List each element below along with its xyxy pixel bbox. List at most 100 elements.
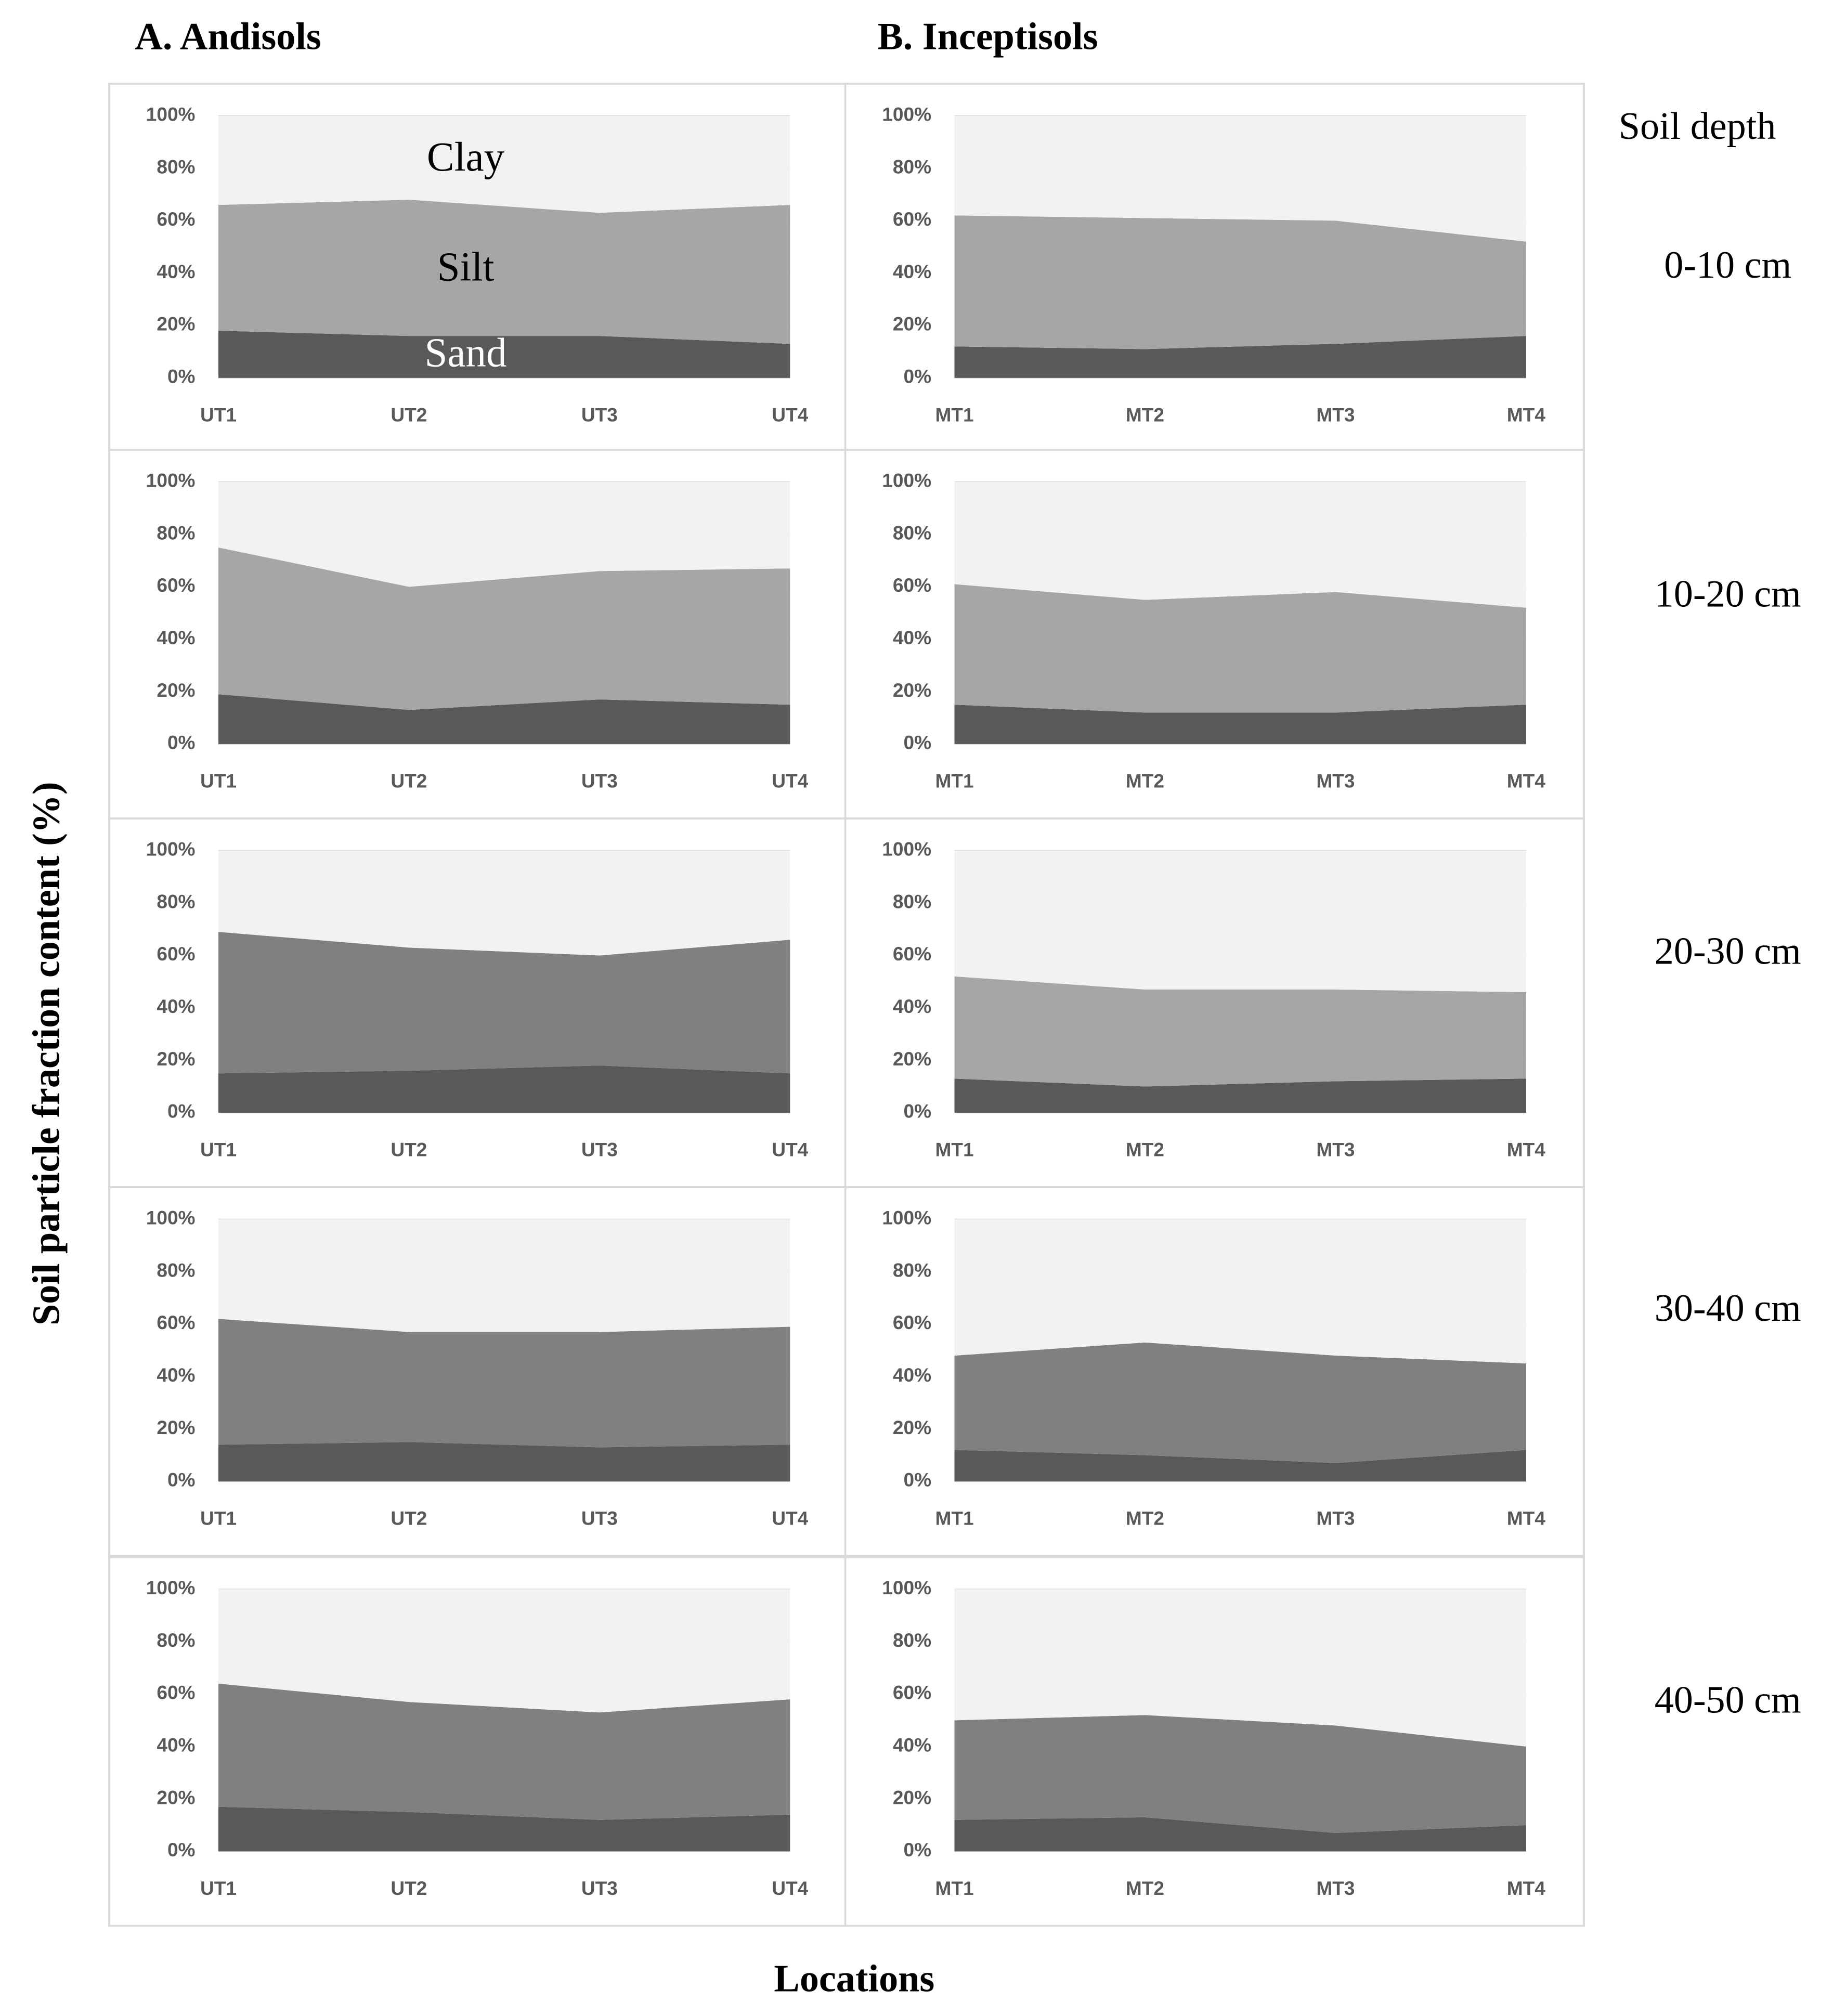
y-tick-label: 40% [893,1734,931,1756]
y-tick-label: 100% [146,838,196,860]
y-tick-label: 20% [157,313,195,335]
area [954,1817,1526,1852]
x-tick-label: UT3 [581,770,618,792]
area [954,115,1526,242]
area [954,1219,1526,1364]
y-tick-label: 100% [146,470,196,491]
y-tick-label: 100% [146,103,196,125]
area [218,200,790,344]
y-tick-label: 20% [157,679,195,701]
x-tick-label: MT1 [935,1877,973,1899]
x-tick-label: MT2 [1126,770,1164,792]
y-tick-label: 0% [167,1469,196,1491]
area [218,482,790,587]
y-tick-label: 60% [893,1682,931,1703]
y-tick-label: 20% [893,679,931,701]
x-tick-label: UT1 [200,1877,237,1899]
y-tick-label: 100% [882,1577,931,1598]
series-label: Clay [427,135,505,180]
depth-label: 40-50 cm [1655,1679,1801,1722]
y-tick-label: 0% [167,1839,196,1861]
y-tick-label: 0% [904,1100,932,1122]
y-tick-label: 20% [893,1416,931,1438]
x-tick-label: MT2 [1126,1139,1164,1161]
area [954,584,1526,713]
y-tick-label: 0% [167,1100,196,1122]
x-tick-label: MT1 [935,1507,973,1529]
x-tick-label: UT1 [200,770,237,792]
x-tick-label: UT4 [772,1877,808,1899]
x-tick-label: MT4 [1507,1507,1545,1529]
depth-label: 30-40 cm [1655,1287,1801,1330]
area [954,336,1526,378]
area [954,1078,1526,1113]
y-tick-label: 0% [904,1839,932,1861]
y-tick-label: 100% [146,1577,196,1598]
y-tick-label: 80% [893,522,931,543]
x-tick-label: UT4 [772,1507,808,1529]
x-tick-label: MT4 [1507,770,1545,792]
y-tick-label: 20% [893,1786,931,1808]
x-tick-label: UT4 [772,770,808,792]
y-tick-label: 100% [882,1207,931,1229]
y-tick-label: 40% [157,1364,195,1386]
x-tick-label: MT2 [1126,1507,1164,1529]
area [218,331,790,378]
y-tick-label: 100% [882,103,931,125]
y-tick-label: 60% [893,574,931,596]
y-tick-label: 80% [893,155,931,177]
x-tick-label: MT1 [935,404,973,426]
area [954,1342,1526,1463]
y-tick-label: 0% [167,366,196,387]
y-tick-label: 40% [893,1364,931,1386]
area [218,1806,790,1852]
area [954,1589,1526,1747]
x-tick-label: UT2 [391,404,427,426]
x-tick-label: MT3 [1316,1877,1355,1899]
y-tick-label: 40% [893,261,931,282]
y-tick-label: 40% [157,1734,195,1756]
depth-label: 0-10 cm [1664,244,1791,287]
x-tick-label: UT3 [581,1139,618,1161]
y-tick-label: 20% [157,1048,195,1070]
y-tick-label: 0% [904,366,932,387]
y-tick-label: 40% [157,627,195,648]
depth-header: Soil depth [1619,105,1776,148]
y-tick-label: 20% [157,1786,195,1808]
series-label: Silt [437,245,495,290]
area [218,1589,790,1713]
y-tick-label: 20% [893,313,931,335]
y-tick-label: 60% [157,208,195,230]
area [218,115,790,213]
y-tick-label: 80% [157,522,195,543]
x-tick-label: UT2 [391,1877,427,1899]
x-tick-label: UT2 [391,1139,427,1161]
depth-label: 20-30 cm [1655,930,1801,972]
depth-label: 10-20 cm [1655,573,1801,615]
y-tick-label: 80% [157,155,195,177]
y-tick-label: 80% [893,1259,931,1281]
x-tick-label: UT3 [581,1507,618,1529]
area [218,1065,790,1113]
y-tick-label: 40% [893,627,931,648]
area [954,976,1526,1087]
y-tick-label: 40% [893,995,931,1017]
area [218,1442,790,1481]
y-tick-label: 40% [157,995,195,1017]
area [218,694,790,744]
y-tick-label: 60% [893,943,931,965]
x-tick-label: UT3 [581,404,618,426]
y-tick-label: 80% [157,890,195,912]
y-tick-label: 100% [146,1207,196,1229]
x-tick-label: UT1 [200,1139,237,1161]
y-tick-label: 80% [893,1629,931,1651]
x-tick-label: MT4 [1507,404,1545,426]
y-tick-label: 20% [893,1048,931,1070]
x-tick-label: MT4 [1507,1877,1545,1899]
x-tick-label: UT3 [581,1877,618,1899]
area [954,1715,1526,1833]
y-tick-label: 60% [157,943,195,965]
y-tick-label: 0% [904,732,932,753]
area [218,547,790,710]
